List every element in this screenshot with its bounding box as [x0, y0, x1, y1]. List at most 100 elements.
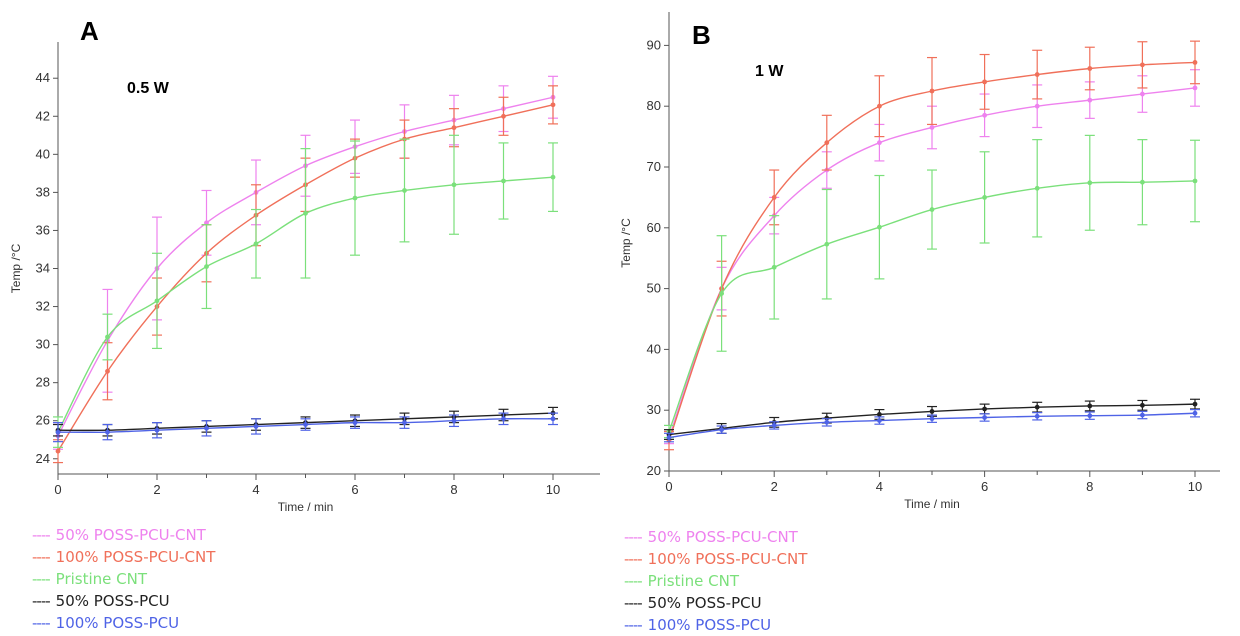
- data-point: [1034, 72, 1040, 77]
- legend-label: Pristine CNT: [55, 570, 147, 588]
- legend-item: ---- 100% POSS-PCU: [32, 612, 215, 634]
- data-point: [550, 416, 556, 422]
- legend-label: 100% POSS-PCU-CNT: [647, 550, 808, 568]
- data-point: [1034, 404, 1040, 410]
- series-100-poss-pcu: [53, 412, 558, 443]
- data-point: [352, 195, 358, 201]
- panel-label: B: [692, 20, 711, 50]
- legend-item: ---- Pristine CNT: [624, 570, 807, 592]
- data-point: [1192, 178, 1198, 184]
- legend-line-swatch: ----: [624, 572, 643, 590]
- x-tick-label: 4: [876, 479, 883, 494]
- data-point: [877, 412, 882, 417]
- series-pristine-cnt: [664, 134, 1200, 439]
- data-point: [1087, 180, 1093, 186]
- data-point: [501, 416, 506, 422]
- data-point: [402, 420, 407, 426]
- data-point: [451, 125, 457, 131]
- legend-line-swatch: ----: [32, 548, 51, 566]
- x-axis-label: Time / min: [904, 497, 960, 511]
- data-point: [303, 422, 308, 427]
- x-tick-label: 10: [546, 482, 560, 497]
- y-tick-label: 30: [647, 402, 661, 417]
- series-line: [668, 87, 1196, 438]
- data-point: [877, 140, 882, 146]
- legend-line-swatch: ----: [624, 528, 643, 546]
- data-point: [1192, 410, 1198, 416]
- series-line: [57, 176, 554, 433]
- y-tick-label: 34: [36, 261, 50, 276]
- data-point: [877, 418, 882, 423]
- data-point: [55, 448, 61, 454]
- data-point: [1087, 66, 1093, 71]
- data-point: [1034, 185, 1040, 191]
- x-tick-label: 6: [351, 482, 358, 497]
- data-point: [501, 178, 506, 184]
- data-point: [402, 188, 407, 193]
- data-point: [1087, 403, 1093, 409]
- data-point: [719, 427, 724, 433]
- data-point: [824, 241, 830, 247]
- data-point: [451, 182, 457, 188]
- series-line: [668, 180, 1196, 432]
- chart-annotation: 1 W: [755, 63, 784, 80]
- y-axis-label: Temp /°C: [620, 218, 633, 268]
- x-tick-label: 2: [153, 482, 160, 497]
- legend-a: ---- 50% POSS-PCU-CNT ---- 100% POSS-PCU-CN…: [32, 524, 215, 634]
- chart-b: 0 2 4 6 8 10 20 30 40 50 60 70 80 90 Time / min Temp /°…: [620, 12, 1220, 511]
- data-point: [1034, 103, 1040, 109]
- data-point: [1087, 413, 1093, 419]
- data-point: [929, 207, 935, 212]
- data-point: [352, 420, 358, 426]
- legend-label: 50% POSS-PCU: [647, 594, 762, 612]
- legend-line-swatch: ----: [624, 594, 643, 612]
- y-tick-label: 28: [36, 375, 50, 390]
- data-point: [105, 368, 110, 374]
- data-point: [550, 174, 556, 180]
- x-tick-label: 6: [981, 479, 988, 494]
- legend-item: ---- 100% POSS-PCU: [624, 614, 807, 636]
- legend-item: ---- 50% POSS-PCU-CNT: [624, 526, 807, 548]
- data-point: [824, 419, 830, 425]
- data-point: [877, 224, 882, 230]
- series-50-poss-pcu-cnt: [664, 69, 1200, 445]
- data-point: [501, 113, 506, 119]
- data-point: [929, 409, 935, 414]
- data-point: [1192, 60, 1198, 65]
- x-tick-label: 8: [450, 482, 457, 497]
- data-point: [1140, 412, 1145, 418]
- legend-label: 50% POSS-PCU-CNT: [647, 528, 798, 546]
- legend-label: 50% POSS-PCU-CNT: [55, 526, 206, 544]
- legend-line-swatch: ----: [32, 570, 51, 588]
- x-axis-label: Time / min: [278, 500, 334, 514]
- series-line: [57, 96, 554, 437]
- y-tick-label: 32: [36, 299, 50, 314]
- data-point: [982, 112, 987, 118]
- data-point: [550, 102, 556, 108]
- legend-item: ---- 50% POSS-PCU: [624, 592, 807, 614]
- y-tick-label: 90: [647, 37, 661, 52]
- y-axis-label: Temp /°C: [9, 243, 23, 293]
- data-point: [771, 195, 777, 200]
- data-point: [1087, 97, 1093, 103]
- y-tick-label: 36: [36, 222, 50, 237]
- legend-label: 50% POSS-PCU: [55, 592, 170, 610]
- data-point: [204, 425, 209, 431]
- data-point: [253, 424, 259, 429]
- series-100-poss-pcu: [664, 408, 1200, 443]
- data-point: [1140, 179, 1145, 185]
- data-point: [824, 140, 830, 146]
- data-point: [929, 88, 935, 94]
- data-point: [1140, 402, 1145, 408]
- data-point: [303, 210, 308, 216]
- legend-line-swatch: ----: [32, 614, 51, 632]
- data-point: [204, 220, 209, 226]
- x-tick-label: 10: [1188, 479, 1202, 494]
- series-pristine-cnt: [53, 134, 558, 448]
- y-tick-label: 80: [647, 98, 661, 113]
- data-point: [1034, 413, 1040, 419]
- x-tick-label: 8: [1086, 479, 1093, 494]
- y-tick-label: 24: [36, 451, 50, 466]
- data-point: [253, 241, 259, 247]
